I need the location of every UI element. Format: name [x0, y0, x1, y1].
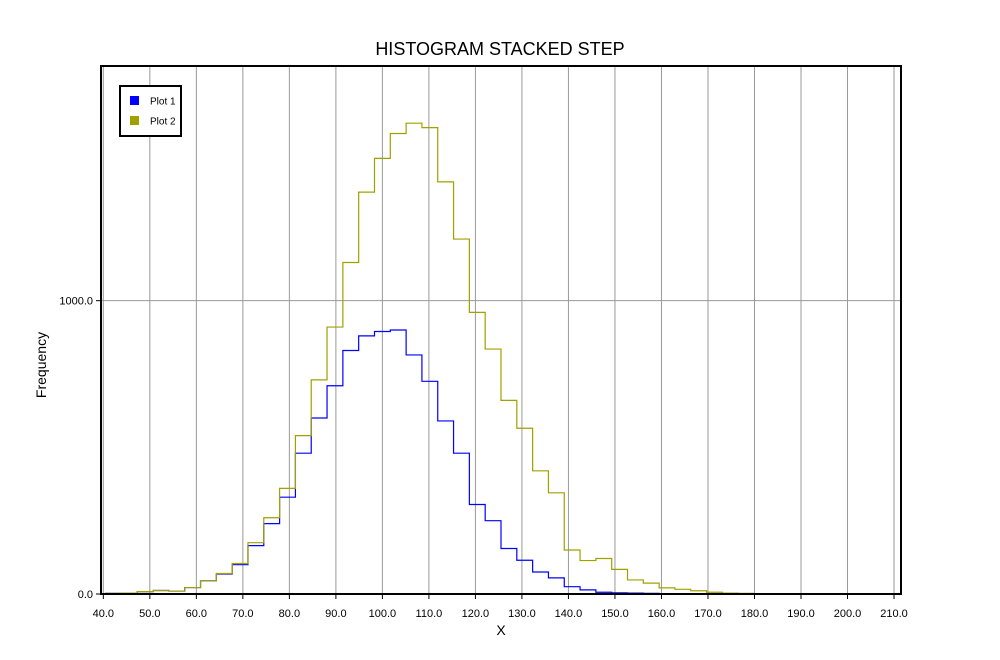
grid	[101, 66, 901, 595]
x-tick-label: 100.0	[369, 608, 397, 620]
x-tick-label: 90.0	[325, 608, 346, 620]
x-tick-label: 170.0	[694, 608, 722, 620]
legend-swatch-2	[130, 116, 139, 125]
x-tick-label: 160.0	[648, 608, 676, 620]
x-tick-label: 210.0	[880, 608, 908, 620]
x-tick-label: 200.0	[834, 608, 862, 620]
x-tick-label: 130.0	[508, 608, 536, 620]
chart-title: HISTOGRAM STACKED STEP	[375, 39, 624, 59]
y-axis-label: Frequency	[33, 332, 49, 398]
legend-swatch-1	[130, 96, 139, 105]
y-axis: 0.0 1000.0	[59, 296, 101, 601]
plot-frame	[100, 65, 902, 595]
legend-label-1: Plot 1	[150, 97, 176, 108]
legend-box	[119, 85, 182, 137]
x-tick-label: 70.0	[232, 608, 253, 620]
x-tick-label: 80.0	[279, 608, 300, 620]
series-layer	[105, 122, 897, 595]
x-tick-label: 150.0	[601, 608, 629, 620]
x-axis-label: X	[496, 622, 506, 638]
legend: Plot 1 Plot 2	[119, 85, 182, 137]
series-2-step-line	[105, 122, 897, 595]
x-tick-label: 120.0	[462, 608, 490, 620]
x-tick-label: 190.0	[787, 608, 815, 620]
x-axis: 40.0 50.0 60.0 70.0 80.0 90.0 100.0 110.0 120.0 1…	[93, 594, 908, 620]
x-tick-label: 180.0	[741, 608, 769, 620]
legend-label-2: Plot 2	[150, 117, 176, 128]
x-tick-label: 50.0	[139, 608, 160, 620]
x-tick-label: 140.0	[555, 608, 583, 620]
x-tick-label: 60.0	[186, 608, 207, 620]
y-tick-label: 1000.0	[59, 296, 93, 308]
x-tick-label: 110.0	[416, 608, 443, 620]
y-tick-label: 0.0	[78, 589, 93, 601]
x-tick-label: 40.0	[93, 608, 114, 620]
